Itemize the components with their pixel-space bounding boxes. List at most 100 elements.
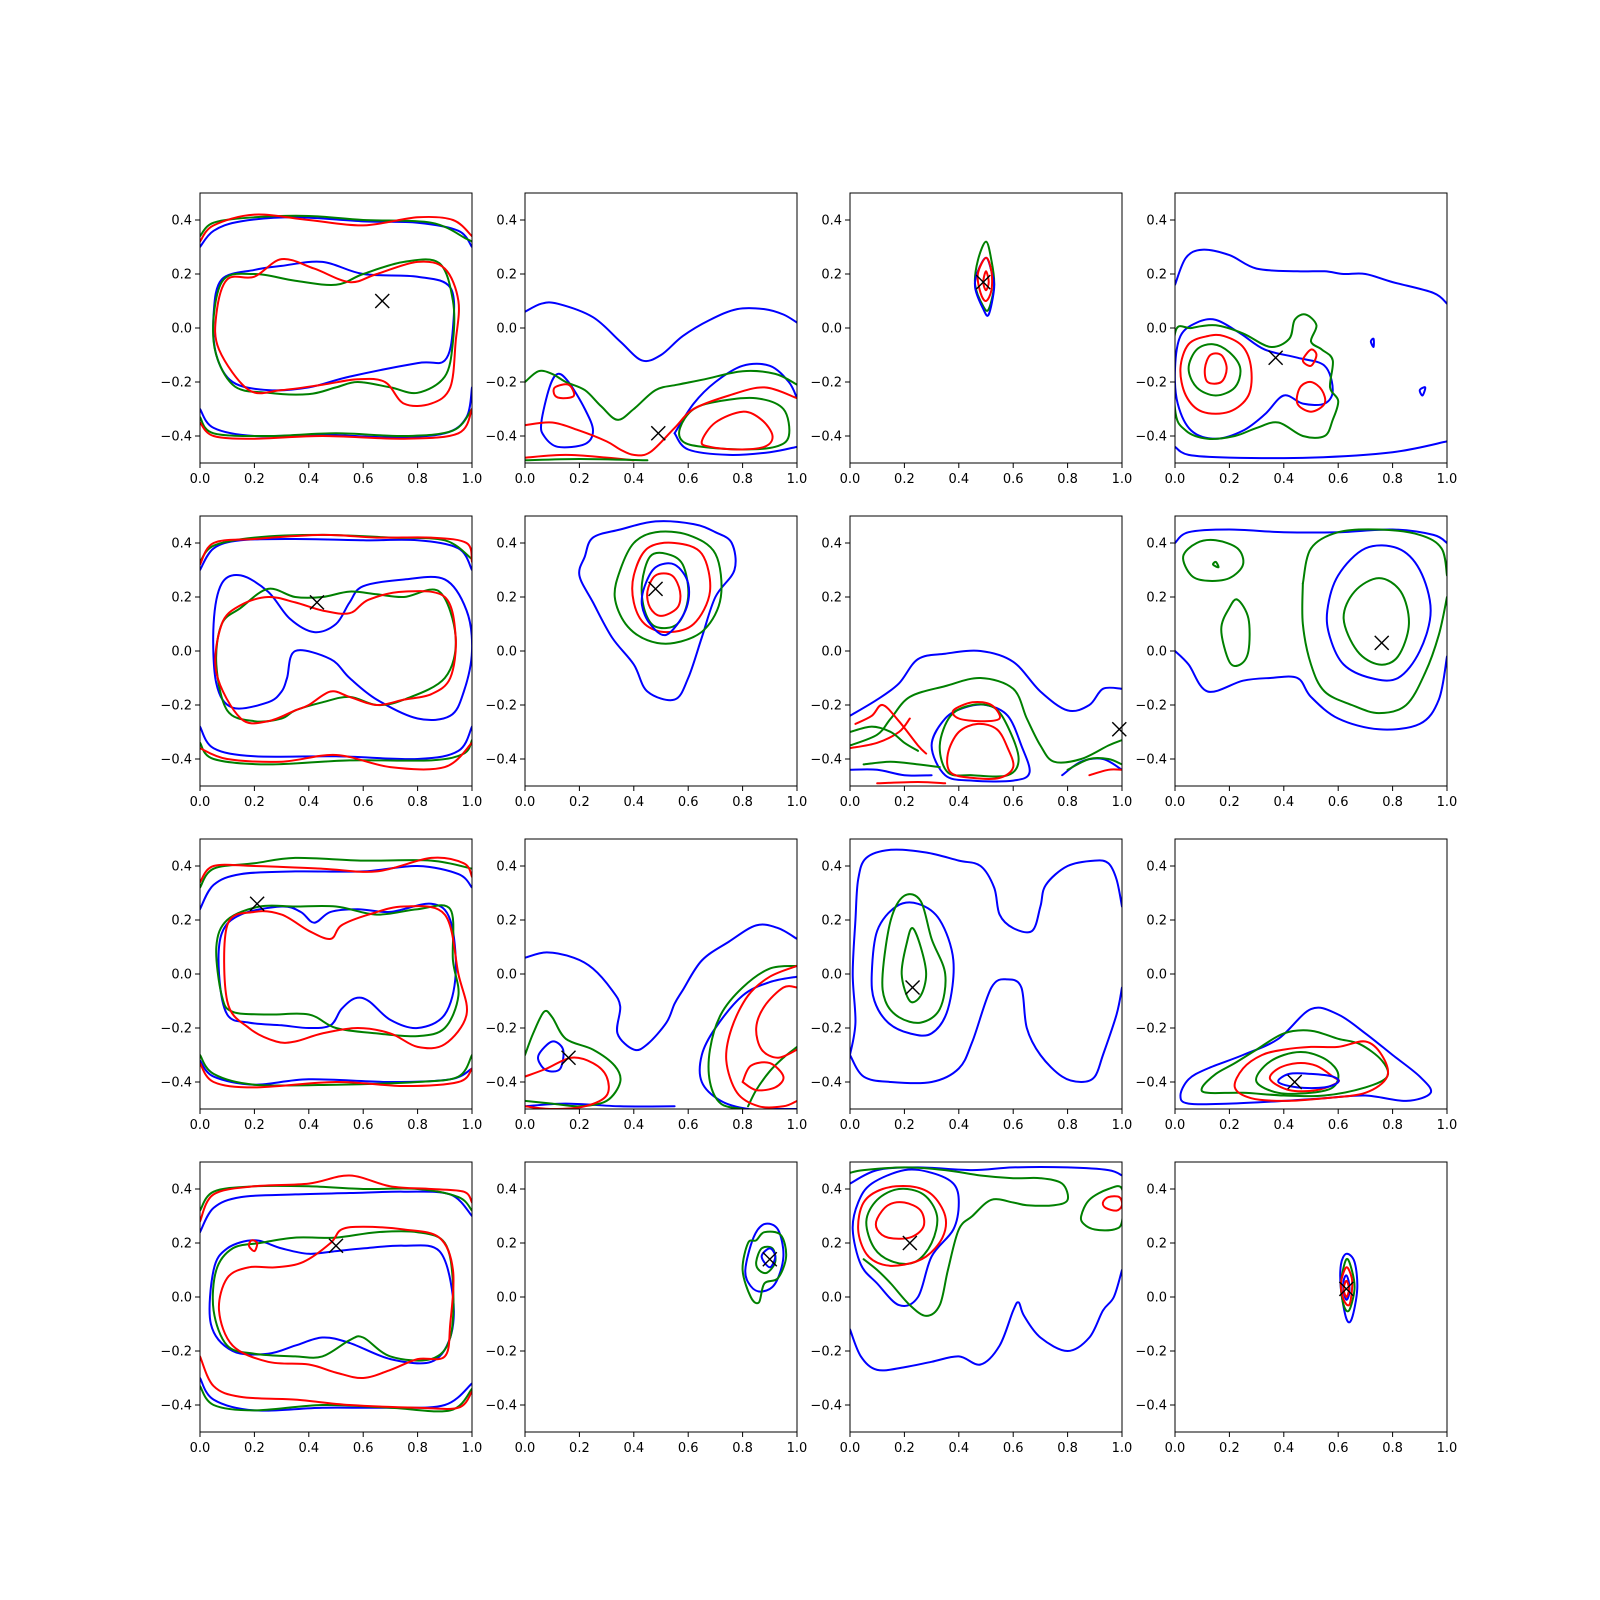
x-tick-label: 0.2 xyxy=(244,472,265,487)
x-tick-label: 0.2 xyxy=(1219,795,1240,810)
contour-line-red xyxy=(214,258,460,407)
contour-line-green xyxy=(1220,598,1251,668)
x-marker xyxy=(1287,1074,1303,1090)
axes-frame xyxy=(524,838,798,1110)
x-tick-label: 0.2 xyxy=(894,795,915,810)
contour-line-green xyxy=(1182,538,1245,582)
x-tick-label: 0.2 xyxy=(244,795,265,810)
x-tick-label: 0.2 xyxy=(894,1118,915,1133)
x-marker xyxy=(1338,1281,1354,1297)
contour-lines xyxy=(525,301,797,462)
x-tick-label: 0.0 xyxy=(190,795,211,810)
contour-line-blue xyxy=(200,386,472,439)
contour-line-green xyxy=(215,904,460,1038)
x-tick-label: 0.4 xyxy=(1273,1441,1294,1456)
y-tick-label: −0.2 xyxy=(1135,1345,1167,1360)
contour-line-blue xyxy=(1179,1006,1433,1106)
subplot-r4c3: 0.0 0.2 0.4 0.6 0.8 1.0 −0.4 −0.2 0.0 0.2 0.4 xyxy=(810,1161,1132,1456)
contour-lines xyxy=(1175,248,1447,460)
x-tick-label: 0.8 xyxy=(407,795,428,810)
contour-line-blue xyxy=(1175,248,1447,305)
y-tick-label: 0.2 xyxy=(821,591,842,606)
contour-line-red xyxy=(874,1201,926,1240)
x-tick-label: 1.0 xyxy=(1437,1441,1458,1456)
contour-line-blue xyxy=(1325,544,1432,682)
contour-line-blue xyxy=(673,362,797,435)
contour-line-green xyxy=(1301,528,1447,585)
x-tick-label: 0.8 xyxy=(407,472,428,487)
axes-frame xyxy=(849,838,1123,1110)
y-tick-label: 0.4 xyxy=(496,1183,517,1198)
contour-line-blue xyxy=(673,432,797,456)
contour-lines xyxy=(1339,1252,1359,1324)
contour-line-blue xyxy=(212,573,472,722)
contour-lines xyxy=(850,848,1122,1085)
y-tick-label: 0.2 xyxy=(821,1237,842,1252)
x-tick-label: 1.0 xyxy=(1437,472,1458,487)
y-tick-label: −0.2 xyxy=(160,376,192,391)
y-tick-label: −0.2 xyxy=(1135,376,1167,391)
x-tick-label: 0.8 xyxy=(1057,1118,1078,1133)
contour-line-green xyxy=(200,1054,472,1087)
axes-frame xyxy=(1174,1161,1448,1433)
axes-frame xyxy=(849,192,1123,464)
y-tick-label: −0.2 xyxy=(1135,699,1167,714)
y-tick-label: 0.2 xyxy=(821,914,842,929)
x-tick-label: 1.0 xyxy=(787,1118,808,1133)
contour-line-blue xyxy=(578,520,737,702)
x-marker xyxy=(648,581,664,597)
y-tick-label: 0.2 xyxy=(496,268,517,283)
y-tick-label: 0.4 xyxy=(821,214,842,229)
x-tick-label: 0.2 xyxy=(244,1118,265,1133)
x-tick-label: 0.0 xyxy=(190,472,211,487)
x-tick-label: 0.6 xyxy=(353,472,374,487)
x-tick-label: 1.0 xyxy=(1437,1118,1458,1133)
x-tick-label: 0.0 xyxy=(515,795,536,810)
x-tick-label: 0.6 xyxy=(678,472,699,487)
x-tick-label: 0.8 xyxy=(1057,1441,1078,1456)
contour-line-green xyxy=(850,725,919,752)
axes-frame xyxy=(524,192,798,464)
contour-line-red xyxy=(850,717,911,750)
contour-line-red xyxy=(755,985,797,1059)
x-tick-label: 0.6 xyxy=(678,795,699,810)
contour-line-red xyxy=(552,383,576,400)
y-tick-label: 0.4 xyxy=(171,214,192,229)
y-tick-label: −0.4 xyxy=(810,753,842,768)
x-tick-label: 1.0 xyxy=(787,1441,808,1456)
contour-line-red xyxy=(1088,768,1122,777)
x-tick-label: 0.0 xyxy=(1165,472,1186,487)
subplot-r4c1: 0.0 0.2 0.4 0.6 0.8 1.0 −0.4 −0.2 0.0 0.2 0.4 xyxy=(160,1161,482,1456)
contour-line-blue xyxy=(537,1040,565,1073)
contour-line-green xyxy=(525,1009,622,1108)
contour-line-red xyxy=(857,1184,947,1267)
contour-line-red xyxy=(200,1062,472,1089)
x-tick-label: 0.2 xyxy=(569,472,590,487)
x-tick-label: 1.0 xyxy=(462,795,483,810)
contour-line-green xyxy=(525,457,649,462)
y-tick-label: 0.0 xyxy=(821,968,842,983)
x-tick-label: 0.0 xyxy=(840,472,861,487)
x-tick-label: 0.4 xyxy=(298,1441,319,1456)
subplot-r4c2: 0.0 0.2 0.4 0.6 0.8 1.0 −0.4 −0.2 0.0 0.2 0.4 xyxy=(485,1161,808,1456)
x-tick-label: 0.2 xyxy=(894,1441,915,1456)
subplot-r3c1: 0.0 0.2 0.4 0.6 0.8 1.0 −0.4 −0.2 0.0 0.2 0.4 xyxy=(160,838,482,1133)
x-tick-label: 1.0 xyxy=(1112,1118,1133,1133)
x-tick-label: 0.0 xyxy=(1165,1441,1186,1456)
x-tick-label: 0.4 xyxy=(298,795,319,810)
contour-lines xyxy=(1179,1006,1433,1106)
y-tick-label: −0.4 xyxy=(160,1076,192,1091)
y-tick-label: 0.0 xyxy=(496,322,517,337)
contour-line-green xyxy=(1255,1051,1340,1095)
x-tick-label: 0.6 xyxy=(1003,1118,1024,1133)
contour-lines xyxy=(850,649,1122,785)
contour-line-red xyxy=(200,1174,472,1223)
contour-line-red xyxy=(1233,1040,1389,1102)
y-tick-label: −0.4 xyxy=(160,1399,192,1414)
x-tick-label: 0.0 xyxy=(1165,1118,1186,1133)
x-tick-label: 0.2 xyxy=(1219,1118,1240,1133)
x-marker xyxy=(650,425,666,441)
contour-lines xyxy=(973,240,996,317)
subplot-r4c4: 0.0 0.2 0.4 0.6 0.8 1.0 −0.4 −0.2 0.0 0.2 0.4 xyxy=(1135,1161,1458,1456)
y-tick-label: −0.4 xyxy=(810,430,842,445)
